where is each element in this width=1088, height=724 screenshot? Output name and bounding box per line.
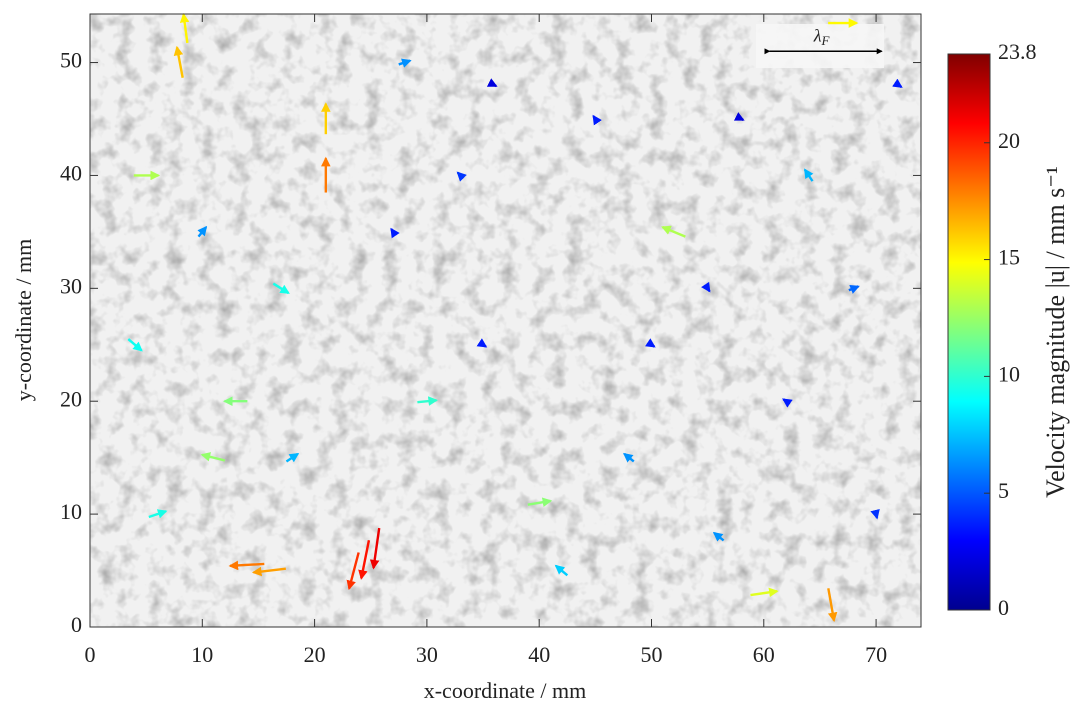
- scale-label: λ: [813, 25, 822, 45]
- colorbar-tick-label: 0: [998, 595, 1009, 620]
- x-tick-label: 70: [865, 642, 887, 667]
- y-tick-label: 50: [60, 48, 82, 73]
- velocity-vector: [358, 540, 371, 580]
- velocity-vector: [848, 284, 860, 294]
- velocity-vector: [701, 281, 711, 293]
- y-tick-label: 30: [60, 273, 82, 298]
- velocity-vector: [251, 566, 286, 577]
- y-tick-label: 20: [60, 386, 82, 411]
- velocity-vector: [148, 509, 168, 519]
- velocity-vector: [285, 452, 300, 463]
- x-tick-label: 10: [191, 642, 213, 667]
- x-tick-label: 0: [85, 642, 96, 667]
- velocity-vector: [782, 398, 793, 408]
- background-texture: [90, 14, 921, 627]
- colorbar-tick-label: 10: [998, 361, 1020, 386]
- velocity-vector: [197, 225, 208, 238]
- y-tick-label: 10: [60, 499, 82, 524]
- velocity-vector: [173, 45, 184, 78]
- velocity-vector: [476, 338, 488, 348]
- colorbar-tick-label: 15: [998, 245, 1020, 270]
- velocity-vector: [346, 552, 360, 591]
- scale-box: [756, 24, 884, 68]
- velocity-vector: [390, 227, 400, 239]
- velocity-vector: [398, 58, 412, 68]
- colorbar: [947, 53, 991, 611]
- colorbar-tick-label: 20: [998, 128, 1020, 153]
- velocity-vector: [272, 282, 290, 295]
- velocity-vector: [369, 527, 381, 570]
- colorbar-label: Velocity magnitude |u| / mm s⁻¹: [1041, 166, 1070, 498]
- colorbar-tick-label: 5: [998, 478, 1009, 503]
- velocity-vector: [554, 564, 569, 577]
- y-tick-label: 0: [71, 612, 82, 637]
- velocity-vector: [527, 497, 553, 507]
- velocity-vector: [228, 560, 265, 571]
- velocity-vector: [486, 78, 498, 88]
- velocity-vector: [623, 452, 635, 463]
- velocity-vector: [456, 171, 467, 182]
- velocity-vector: [661, 225, 686, 238]
- x-axis-label: x-coordinate / mm: [424, 678, 587, 703]
- velocity-vector: [870, 508, 880, 520]
- velocity-vector: [645, 338, 656, 348]
- velocity-vector: [803, 168, 814, 182]
- x-tick-label: 60: [753, 642, 775, 667]
- x-tick-label: 50: [640, 642, 662, 667]
- y-tick-label: 40: [60, 160, 82, 185]
- velocity-vector: [417, 396, 438, 406]
- velocity-vector: [827, 588, 838, 623]
- velocity-vector: [733, 112, 745, 122]
- velocity-vector: [592, 114, 602, 126]
- colorbar-tick-label: 23.8: [998, 39, 1037, 64]
- x-tick-label: 20: [304, 642, 326, 667]
- x-tick-label: 30: [416, 642, 438, 667]
- y-axis-label: y-coordinate / mm: [11, 239, 36, 402]
- velocity-vector: [200, 452, 226, 462]
- velocity-vector: [127, 338, 143, 352]
- x-tick-label: 40: [528, 642, 550, 667]
- velocity-vector: [892, 78, 903, 89]
- velocity-vector: [712, 531, 725, 542]
- scale-label-sub: F: [821, 33, 831, 48]
- velocity-vector: [179, 12, 190, 44]
- axes-box: [89, 13, 922, 628]
- velocity-vector: [750, 587, 779, 598]
